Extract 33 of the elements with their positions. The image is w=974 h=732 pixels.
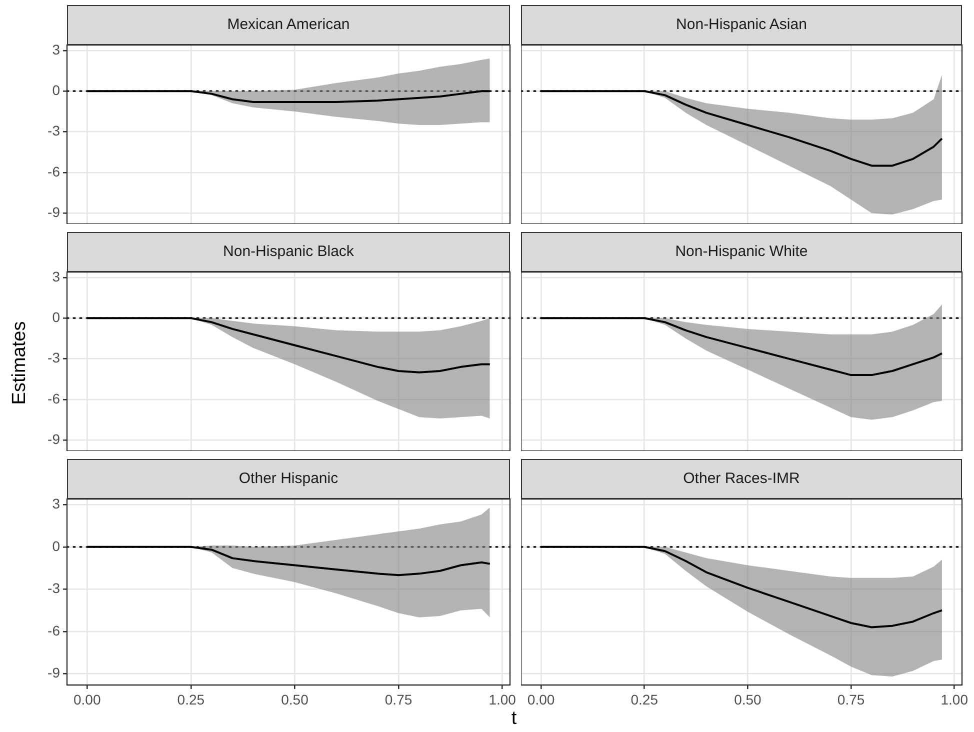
x-tick-label: 0.00: [74, 691, 101, 708]
x-tick-label: 1.00: [488, 691, 516, 708]
y-tick-label: -9: [48, 204, 60, 220]
x-axis-title: t: [510, 708, 518, 730]
x-tick-label: 0.25: [177, 691, 205, 708]
chart-title: Non-Hispanic Asian: [521, 5, 962, 45]
y-axis-title: Estimates: [9, 320, 31, 407]
y-tick-label: -6: [48, 622, 60, 638]
y-tick-label: -3: [48, 350, 60, 366]
x-tick-label: 0.00: [527, 691, 555, 708]
y-tick-label: 0: [52, 308, 60, 325]
x-tick-label: 0.25: [630, 691, 658, 708]
chart-title: Mexican American: [67, 5, 510, 45]
y-tick-label: -3: [48, 580, 60, 596]
y-tick-label: -6: [48, 163, 60, 180]
y-tick-label: -9: [48, 431, 60, 448]
y-tick-label: 0: [52, 82, 60, 98]
y-tick-label: 3: [52, 268, 60, 284]
x-tick-label: 0.50: [734, 691, 762, 708]
x-tick-label: 1.00: [940, 691, 968, 708]
chart-title: Other Races-IMR: [521, 459, 962, 499]
chart-title: Non-Hispanic Black: [67, 232, 510, 272]
chart-title: Other Hispanic: [67, 459, 510, 499]
x-tick-label: 0.75: [384, 691, 412, 708]
y-tick-label: -3: [48, 122, 60, 139]
y-tick-label: 0: [52, 538, 60, 554]
y-tick-label: 3: [52, 495, 60, 512]
x-tick-label: 0.75: [837, 691, 865, 708]
y-tick-label: -6: [48, 390, 60, 406]
y-tick-label: -9: [48, 664, 60, 681]
x-tick-label: 0.50: [281, 691, 309, 708]
chart-title: Non-Hispanic White: [521, 232, 962, 272]
y-tick-label: 3: [52, 41, 60, 58]
